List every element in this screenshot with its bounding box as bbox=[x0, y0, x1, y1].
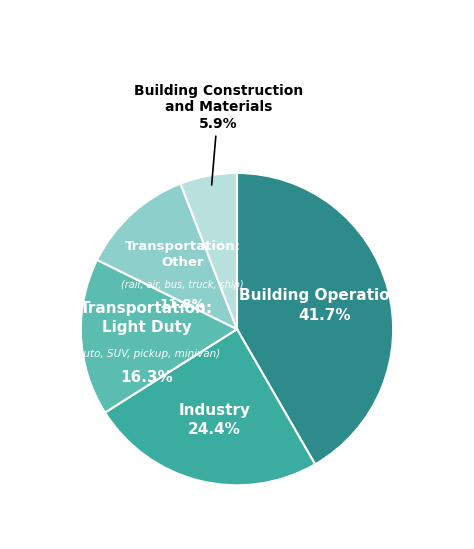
Wedge shape bbox=[81, 260, 237, 412]
Text: Transportation:
Other: Transportation: Other bbox=[125, 240, 240, 270]
Wedge shape bbox=[97, 183, 237, 329]
Text: Industry
24.4%: Industry 24.4% bbox=[178, 402, 250, 438]
Text: (rail, air, bus, truck, ship): (rail, air, bus, truck, ship) bbox=[121, 279, 244, 289]
Wedge shape bbox=[105, 329, 315, 485]
Wedge shape bbox=[237, 173, 393, 464]
Wedge shape bbox=[181, 173, 237, 329]
Text: 16.3%: 16.3% bbox=[120, 369, 173, 385]
Text: 11.8%: 11.8% bbox=[160, 298, 205, 311]
Text: Building Construction
and Materials
5.9%: Building Construction and Materials 5.9% bbox=[134, 84, 303, 185]
Text: (auto, SUV, pickup, minivan): (auto, SUV, pickup, minivan) bbox=[73, 349, 220, 358]
Text: Building Operations
41.7%: Building Operations 41.7% bbox=[239, 288, 410, 323]
Text: Transportation:
Light Duty: Transportation: Light Duty bbox=[80, 301, 213, 334]
